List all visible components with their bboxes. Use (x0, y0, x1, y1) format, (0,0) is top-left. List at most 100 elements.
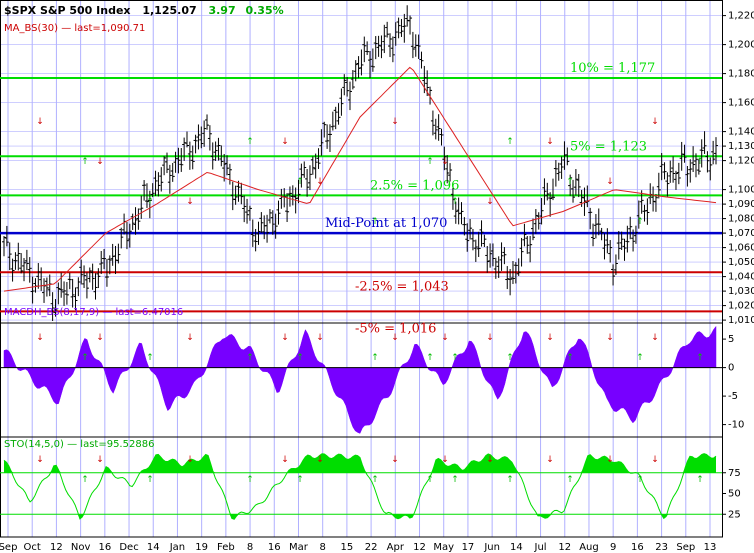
up-arrow-icon: ↑ (426, 157, 434, 167)
price-axis-label: 1,160 (728, 98, 754, 109)
x-axis-label: 22 (365, 542, 378, 553)
macd-area (3, 325, 717, 434)
price-axis-label: 1,200 (728, 40, 754, 51)
up-arrow-icon: ↑ (81, 353, 89, 363)
x-axis-label: Sep (676, 542, 695, 553)
y-axis-ticks: 1,220 1,200 1,180 1,160 1,140 1,130 1,120 1,100… (722, 11, 754, 520)
up-arrow-icon: ↑ (451, 353, 459, 363)
down-arrow-icon: ↓ (391, 117, 399, 127)
price-axis-label: 1,120 (728, 156, 754, 167)
x-axis-label: Feb (217, 542, 235, 553)
up-arrow-icon: ↑ (506, 137, 514, 147)
level-label: Mid-Point at 1,070 (325, 216, 447, 231)
gridlines (0, 1, 722, 537)
up-arrow-icon: ↑ (566, 177, 574, 187)
down-arrow-icon: ↓ (96, 157, 104, 167)
price-axis-label: 1,050 (728, 257, 754, 268)
up-arrow-icon: ↑ (146, 197, 154, 207)
ma-legend: MA_BS(30) — last=1,090.71 (4, 23, 145, 34)
sto-axis-label: 25 (728, 509, 741, 520)
price-axis-label: 1,140 (728, 127, 754, 138)
down-arrow-icon: ↓ (606, 333, 614, 343)
stochastic (0, 453, 722, 520)
down-arrow-icon: ↓ (441, 455, 449, 465)
down-arrow-icon: ↓ (281, 333, 289, 343)
down-arrow-icon: ↓ (391, 333, 399, 343)
price-axis-label: 1,080 (728, 214, 754, 225)
x-axis-label: 19 (195, 542, 208, 553)
up-arrow-icon: ↑ (636, 217, 644, 227)
up-arrow-icon: ↑ (636, 353, 644, 363)
macd-axis-label: -5 (728, 391, 738, 402)
up-arrow-icon: ↑ (566, 475, 574, 485)
down-arrow-icon: ↓ (36, 455, 44, 465)
macd-axis-label: 0 (728, 363, 734, 374)
sto-line (3, 453, 717, 520)
up-arrow-icon: ↑ (696, 157, 704, 167)
up-arrow-icon: ↑ (636, 475, 644, 485)
moving-average (3, 66, 717, 292)
x-axis-label: 16 (631, 542, 644, 553)
x-axis-label: 12 (558, 542, 571, 553)
symbol-label: $SPX S&P 500 Index (4, 4, 131, 17)
down-arrow-icon: ↓ (316, 455, 324, 465)
x-axis-label: Jul (534, 542, 547, 553)
chart-title: $SPX S&P 500 Index 1,125.07 3.97 0.35% (4, 4, 284, 17)
up-arrow-icon: ↑ (451, 475, 459, 485)
down-arrow-icon: ↓ (96, 455, 104, 465)
x-axis-label: 23 (655, 542, 668, 553)
down-arrow-icon: ↓ (546, 333, 554, 343)
up-arrow-icon: ↑ (146, 353, 154, 363)
up-arrow-icon: ↑ (296, 475, 304, 485)
up-arrow-icon: ↑ (146, 475, 154, 485)
x-axis-label: Apr (387, 542, 405, 553)
macd-histogram (0, 325, 722, 434)
down-arrow-icon: ↓ (651, 455, 659, 465)
level-label: 2.5% = 1,096 (370, 178, 459, 193)
price-change: 3.97 (208, 4, 235, 17)
up-arrow-icon: ↑ (371, 217, 379, 227)
x-axis-label: 9 (610, 542, 616, 553)
x-axis-label: Nov (71, 542, 91, 553)
macd-axis-label: -10 (728, 420, 744, 431)
sto-oversold-fill (4, 514, 716, 520)
down-arrow-icon: ↓ (186, 197, 194, 207)
level-label: 5% = 1,123 (570, 139, 647, 154)
x-axis-label: Jun (483, 542, 500, 553)
price-axis-label: 1,070 (728, 228, 754, 239)
up-arrow-icon: ↑ (506, 475, 514, 485)
last-price: 1,125.07 (142, 4, 196, 17)
level-label: -5% = 1,016 (355, 321, 436, 336)
price-bars (2, 5, 718, 321)
price-axis-label: 1,180 (728, 69, 754, 80)
price-axis-label: 1,030 (728, 286, 754, 297)
down-arrow-icon: ↓ (441, 333, 449, 343)
x-axis-label: 14 (510, 542, 523, 553)
down-arrow-icon: ↓ (281, 455, 289, 465)
x-axis-label: Oct (24, 542, 41, 553)
x-axis-label: 13 (704, 542, 717, 553)
x-axis-label: 15 (341, 542, 354, 553)
up-arrow-icon: ↑ (296, 353, 304, 363)
up-arrow-icon: ↑ (696, 353, 704, 363)
x-axis-label: 17 (462, 542, 475, 553)
down-arrow-icon: ↓ (651, 333, 659, 343)
down-arrow-icon: ↓ (36, 117, 44, 127)
price-axis-label: 1,020 (728, 301, 754, 312)
x-axis-label: Mar (289, 542, 309, 553)
price-change-pct: 0.35% (245, 4, 283, 17)
up-arrow-icon: ↑ (246, 137, 254, 147)
x-axis-label: 12 (413, 542, 426, 553)
x-axis-label: 16 (98, 542, 111, 553)
down-arrow-icon: ↓ (606, 177, 614, 187)
price-axis-label: 1,010 (728, 315, 754, 326)
ma-line (3, 66, 717, 292)
down-arrow-icon: ↓ (546, 455, 554, 465)
down-arrow-icon: ↓ (606, 455, 614, 465)
price-axis-label: 1,090 (728, 199, 754, 210)
x-axis-label: 8 (320, 542, 326, 553)
down-arrow-icon: ↓ (486, 333, 494, 343)
panel-frames (0, 0, 723, 538)
up-arrow-icon: ↑ (81, 157, 89, 167)
level-label: 10% = 1,177 (570, 61, 655, 76)
